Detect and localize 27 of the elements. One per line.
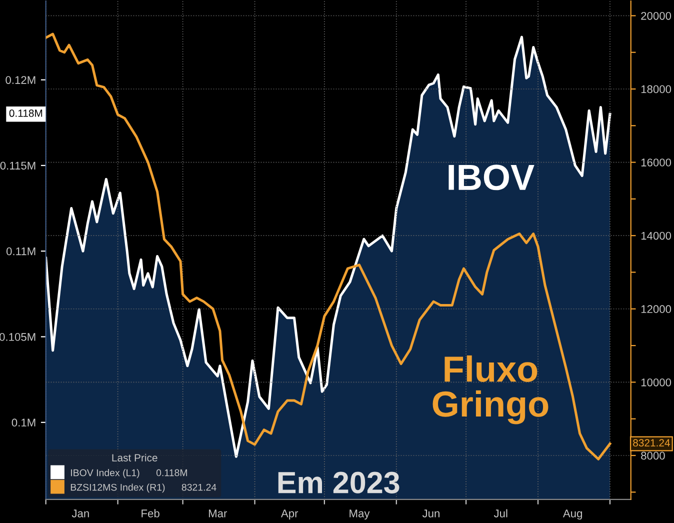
text: 0.118M [9, 110, 42, 117]
y2-tick-label: 14000 [641, 232, 672, 240]
y-tick-label: 0.115M [0, 162, 36, 170]
annotation: IBOV [448, 164, 534, 190]
y2-tick-label: 12000 [641, 305, 672, 314]
y2-tick-label: 16000 [641, 158, 672, 166]
x-tick-label: Apr [280, 510, 298, 520]
y2-tick-label: 18000 [641, 85, 672, 94]
x-tick-label: Jan [72, 510, 89, 518]
legend-label: IBOV Index (L1) 0.118M [71, 469, 187, 478]
x-tick-label: Jul [494, 509, 508, 518]
x-tick-label: Mar [208, 510, 228, 518]
x-tick-label: May [350, 510, 370, 520]
x-tick-label: Aug [562, 510, 582, 520]
legend-label: BZSI12MS Index (R1) 8321.24 [70, 484, 216, 493]
text: 8321.24 [633, 439, 670, 447]
y2-tick-label: 20000 [641, 12, 672, 20]
y-tick-label: 0.1M [12, 418, 36, 427]
legend-title: Last Price [112, 454, 158, 462]
annotation: Em 2023 [278, 472, 400, 494]
x-tick-label: Jun [422, 510, 440, 518]
x-tick-label: Feb [142, 509, 160, 518]
y2-tick-label: 8000 [641, 452, 665, 460]
y2-tick-label: 10000 [641, 378, 672, 386]
y-tick-label: 0.12M [6, 76, 36, 84]
annotation: Fluxo Gringo [432, 355, 548, 424]
y-tick-label: 0.11M [6, 247, 36, 256]
